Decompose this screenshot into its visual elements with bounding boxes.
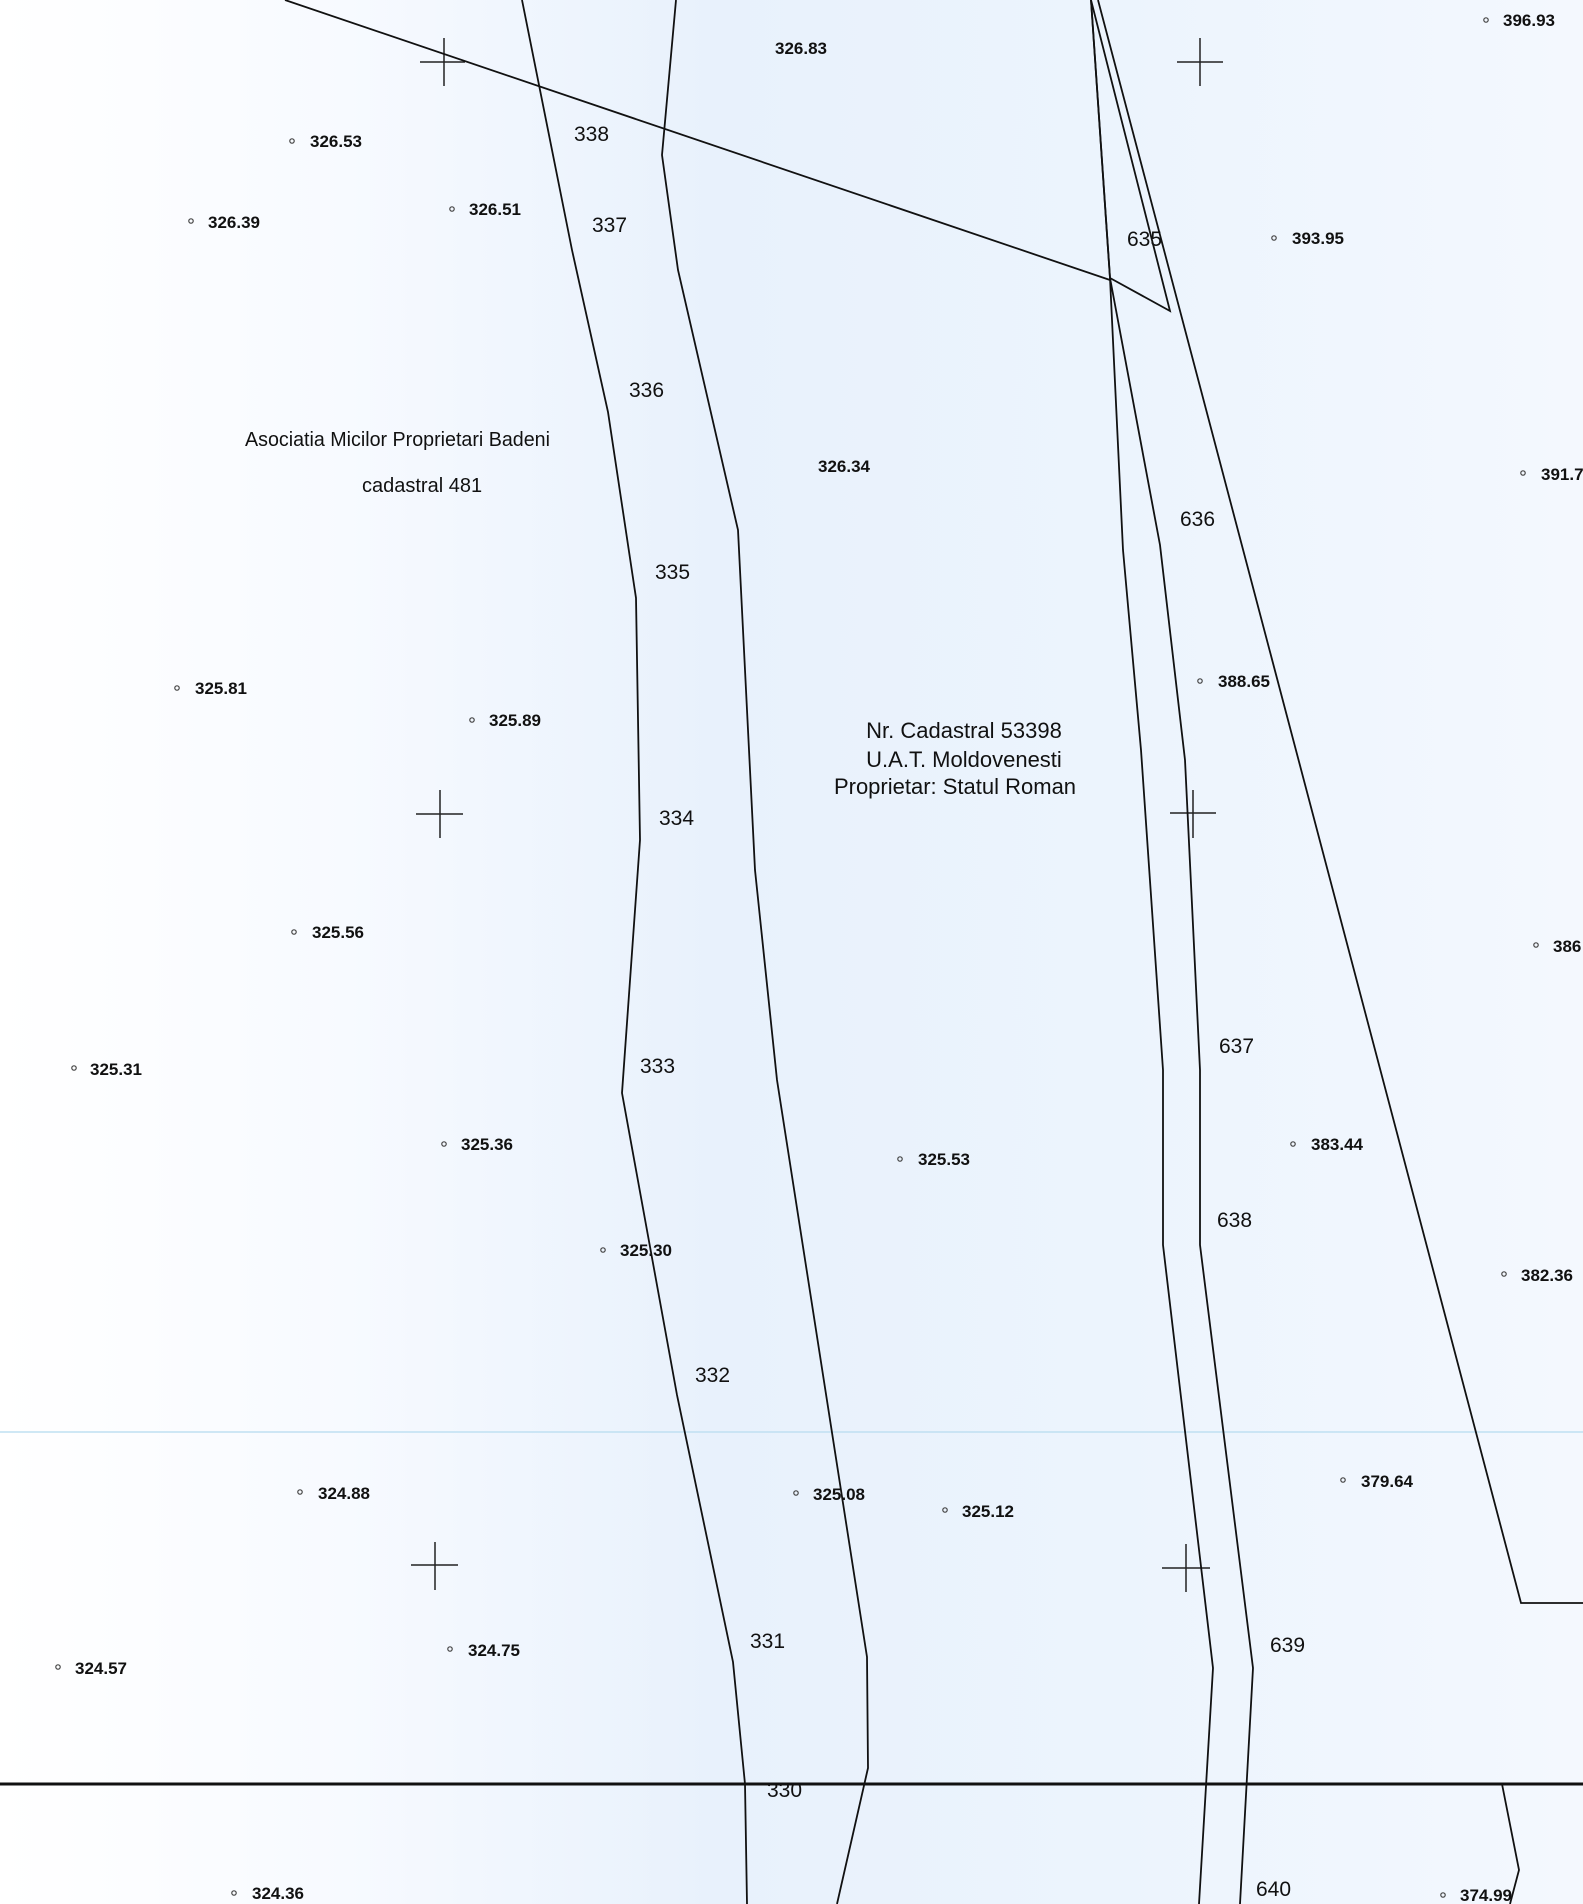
elevation-label: 325.53 [918, 1150, 970, 1169]
boundary-635-640-right [1090, 0, 1254, 1904]
vertex-label: 331 [750, 1630, 785, 1653]
registration-marks [411, 38, 1223, 1592]
parcel-uat: U.A.T. Moldovenesti [866, 747, 1062, 772]
elevation-label: 324.75 [468, 1641, 520, 1660]
vertex-label: 338 [574, 123, 609, 146]
boundary-330-338 [521, 0, 748, 1904]
vertex-labels: 338 337 336 335 334 333 332 331 330 635 … [574, 123, 1305, 1901]
elevation-label: 396.93 [1503, 11, 1555, 30]
elevation-label: 325.30 [620, 1241, 672, 1260]
elevation-label: 324.57 [75, 1659, 127, 1678]
elevation-label: 326.83 [775, 39, 827, 58]
neighbor-cadastral: cadastral 481 [362, 475, 482, 497]
boundary-parallel-left [661, 0, 869, 1904]
elevation-label: 325.89 [489, 711, 541, 730]
vertex-label: 334 [659, 807, 694, 830]
boundary-bottom-right [1501, 1783, 1520, 1904]
parcel-owner: Proprietar: Statul Roman [834, 774, 1076, 799]
elevation-label: 325.12 [962, 1502, 1014, 1521]
parcel-cadastral-number: Nr. Cadastral 53398 [866, 718, 1062, 743]
elevation-label: 326.34 [818, 457, 871, 476]
elevation-label: 386 [1553, 937, 1581, 956]
registration-cross [411, 1542, 458, 1590]
vertex-label: 639 [1270, 1634, 1305, 1657]
elevation-label: 326.51 [469, 200, 521, 219]
boundary-635-640-left [1090, 0, 1214, 1904]
elevation-label: 382.36 [1521, 1266, 1573, 1285]
vertex-label: 337 [592, 214, 627, 237]
elevation-label: 393.95 [1292, 229, 1344, 248]
registration-cross [420, 38, 465, 86]
elevation-label: 325.81 [195, 679, 247, 698]
vertex-label: 638 [1217, 1209, 1252, 1232]
vertex-label: 335 [655, 561, 690, 584]
elevation-label: 383.44 [1311, 1135, 1364, 1154]
elevation-label: 324.36 [252, 1884, 304, 1903]
registration-cross [1170, 790, 1216, 838]
elevation-label: 326.53 [310, 132, 362, 151]
registration-cross [1177, 38, 1223, 86]
elevation-label: 325.31 [90, 1060, 142, 1079]
vertex-label: 330 [767, 1779, 802, 1802]
elevation-label: 374.99 [1460, 1886, 1512, 1904]
elevation-label: 391.7 [1541, 465, 1583, 484]
neighbor-label: Asociatia Micilor Proprietari Badeni cad… [245, 429, 550, 497]
elevation-label: 325.08 [813, 1485, 865, 1504]
elevation-label: 379.64 [1361, 1472, 1414, 1491]
vertex-label: 640 [1256, 1878, 1291, 1901]
elevation-label: 326.39 [208, 213, 260, 232]
vertex-label: 332 [695, 1364, 730, 1387]
elevation-label: 325.36 [461, 1135, 513, 1154]
vertex-label: 333 [640, 1055, 675, 1078]
vertex-label: 336 [629, 379, 664, 402]
parcel-label: Nr. Cadastral 53398 U.A.T. Moldovenesti … [834, 718, 1076, 799]
elevation-label: 388.65 [1218, 672, 1270, 691]
elevation-markers [55, 17, 1539, 1898]
boundary-right-long [1097, 0, 1583, 1604]
boundary-lines [284, 0, 1583, 1904]
elevation-labels: 396.93 326.83 326.53 326.51 326.39 393.9… [75, 11, 1583, 1904]
vertex-label: 637 [1219, 1035, 1254, 1058]
diagonal-boundary [284, 0, 1111, 281]
vertex-label: 636 [1180, 508, 1215, 531]
neighbor-owner: Asociatia Micilor Proprietari Badeni [245, 429, 550, 451]
registration-cross [416, 790, 463, 838]
elevation-label: 325.56 [312, 923, 364, 942]
vertex-label: 635 [1127, 228, 1162, 251]
elevation-label: 324.88 [318, 1484, 370, 1503]
triangle-635 [1090, 0, 1172, 313]
